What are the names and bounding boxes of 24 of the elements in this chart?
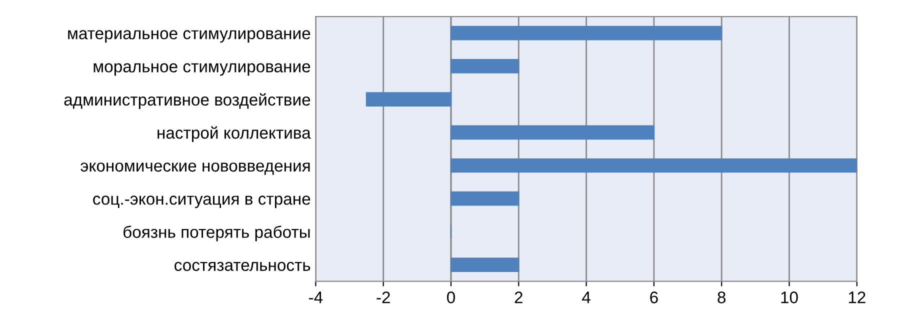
bar: [450, 125, 655, 140]
y-tick-label: настрой коллектива: [158, 126, 311, 142]
x-tick-label: 6: [650, 292, 658, 304]
bar: [366, 92, 452, 106]
x-tick-label: 12: [848, 292, 866, 304]
y-tick-label: административное воздействие: [64, 93, 310, 109]
y-tick-label: соц.-экон.ситуация в стране: [93, 196, 310, 208]
y-tick-label: моральное стимулирование: [94, 63, 310, 76]
x-tick-label: 0: [447, 292, 455, 304]
x-tick-label: 2: [514, 292, 522, 304]
bar: [450, 258, 520, 272]
x-tick-label: -2: [376, 292, 390, 304]
y-tick-label: состязательность: [174, 262, 310, 272]
bar: [450, 59, 520, 74]
x-tick-label: 4: [582, 292, 590, 304]
x-tick-label: 8: [718, 292, 726, 304]
bar: [450, 158, 857, 173]
y-tick-label: экономические нововведения: [80, 162, 310, 175]
bar: [450, 26, 722, 40]
x-tick-label: -4: [309, 292, 323, 304]
y-tick-label: материальное стимулирование: [68, 30, 310, 43]
y-tick-label: боязнь потерять работы: [124, 226, 310, 242]
bar: [450, 191, 520, 206]
x-tick-label: 10: [781, 292, 798, 304]
